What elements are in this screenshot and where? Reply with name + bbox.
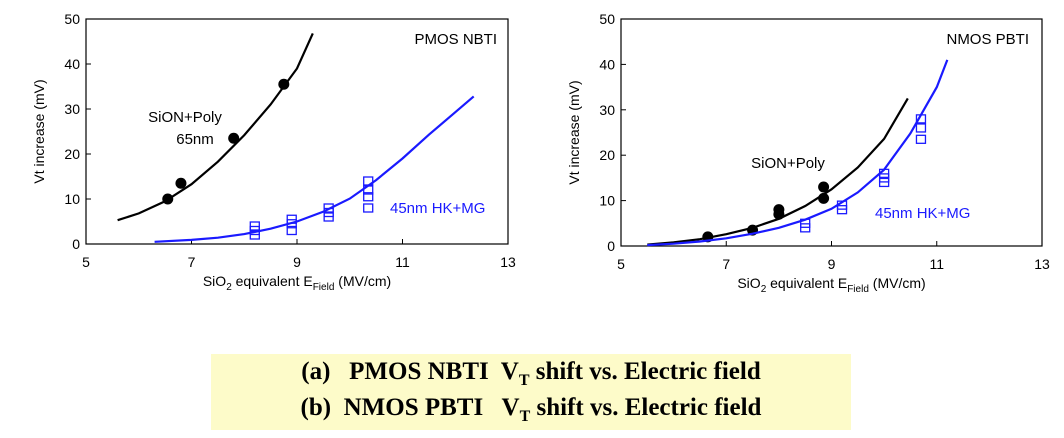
pmos-series-hk-mg-data-point [363,203,374,213]
nmos-series-hk-mg-data-point [836,200,848,210]
nmos-x-axis-label-part: equivalent E [766,275,847,291]
nmos-series-hk-mg-data-point [915,114,927,124]
pmos-series-sion-poly-data-point [278,78,290,90]
pmos-x-axis-label-subscript: Field [313,282,335,293]
pmos-y-tick-label: 20 [64,146,80,162]
caption-b-suffix: shift vs. Electric field [530,394,762,421]
pmos-series-hk-mg-data-point [323,203,334,213]
nmos-y-tick-label: 0 [607,238,615,254]
pmos-x-axis-label-part: SiO [203,273,226,289]
pmos-series-sion-poly-data-point [228,132,240,144]
pmos-series-hk-mg-data-point [249,221,260,231]
pmos-y-axis-label: Vt increase (mV) [31,79,47,183]
caption-line-b: (b) NMOS PBTI VT shift vs. Electric fiel… [211,394,851,426]
pmos-series-hk-mg-data-point [286,225,297,236]
pmos-y-tick-label: 10 [64,191,80,207]
nmos-series-hk-mg-data-point [800,218,811,228]
nmos-x-axis-label-part: (MV/cm) [869,275,926,291]
pmos-x-axis-label-part: (MV/cm) [334,273,391,289]
pmos-series-sion-poly-data-point [162,193,174,205]
pmos-x-axis-label-part: equivalent E [232,273,313,289]
nmos-x-tick-label: 9 [828,256,836,272]
pmos-series-hk-mg-data-point [363,192,374,202]
nmos-series-hk-mg-data-point [915,123,927,133]
nmos-series-hk-mg-data-point [878,168,890,179]
caption-b-prefix: (b) NMOS PBTI V [300,394,520,421]
pmos-nbti-chart: PMOS NBTI 0 10 20 30 40 50 5 7 9 11 13 Vt increase (… [31,11,516,293]
nmos-x-axis-label-part: SiO [737,275,760,291]
pmos-x-axis-label: SiO2 equivalent EField (MV/cm) [203,273,391,293]
nmos-x-tick-label: 5 [617,256,625,272]
caption-a-subscript: T [518,372,530,389]
pmos-x-tick-label: 13 [500,254,516,270]
pmos-series-hk-mg-data-point [363,176,374,186]
nmos-y-tick-label: 20 [599,147,615,163]
pmos-y-tick-label: 30 [64,101,80,117]
pmos-y-tick-label: 50 [64,11,80,27]
nmos-x-tick-label: 11 [929,256,944,272]
nmos-y-axis-label: Vt increase (mV) [566,80,582,184]
nmos-series-hk-mg-label: 45nm HK+MG [875,205,970,222]
nmos-series-sion-poly-data-point [818,181,830,193]
caption-a-prefix: (a) PMOS NBTI V [301,358,519,385]
nmos-series-sion-poly-label: SiON+Poly [751,155,825,172]
nmos-x-tick-label: 13 [1034,256,1050,272]
pmos-x-tick-label: 9 [293,254,301,270]
pmos-series-hk-mg-label: 45nm HK+MG [390,200,485,217]
nmos-chart-title: NMOS PBTI [946,31,1029,48]
nmos-series-sion-poly-data-point [818,192,830,204]
pmos-series-hk-mg-data-point [363,185,374,195]
caption-a-suffix: shift vs. Electric field [529,358,761,385]
nmos-x-axis-label-subscript: Field [847,284,869,295]
pmos-series-sion-poly-label: 65nm [176,131,214,148]
figure-caption: (a) PMOS NBTI VT shift vs. Electric fiel… [211,354,851,430]
pmos-series-hk-mg-fit-line [154,95,475,243]
pmos-y-tick-label: 40 [64,56,80,72]
pmos-x-axis-label-subscript: 2 [226,282,232,293]
pmos-chart-title: PMOS NBTI [414,31,497,48]
nmos-y-tick-label: 30 [599,102,615,118]
nmos-series-sion-poly-data-point [773,204,785,216]
nmos-y-tick-label: 40 [599,56,615,72]
pmos-y-tick-label: 0 [72,236,80,252]
pmos-series-hk-mg-data-point [286,214,297,224]
nmos-pbti-chart: NMOS PBTI 0 10 20 30 40 50 5 7 9 11 13 Vt increase (… [566,11,1050,295]
pmos-series-sion-poly-data-point [175,177,187,189]
caption-line-a: (a) PMOS NBTI VT shift vs. Electric fiel… [211,358,851,390]
nmos-x-axis-label-subscript: 2 [761,284,767,295]
pmos-series-sion-poly-label: SiON+Poly [148,109,222,126]
nmos-y-tick-label: 50 [599,11,615,27]
pmos-x-tick-label: 11 [395,254,410,270]
pmos-x-tick-label: 5 [82,254,90,270]
nmos-x-tick-label: 7 [722,256,730,272]
caption-b-subscript: T [519,408,531,425]
nmos-y-tick-label: 10 [599,193,615,209]
pmos-x-tick-label: 7 [188,254,196,270]
pmos-series-sion-poly-fit-line [117,32,314,222]
nmos-plot-frame [620,18,1043,247]
nmos-x-axis-label: SiO2 equivalent EField (MV/cm) [737,275,925,295]
nmos-series-hk-mg-data-point [915,134,927,144]
